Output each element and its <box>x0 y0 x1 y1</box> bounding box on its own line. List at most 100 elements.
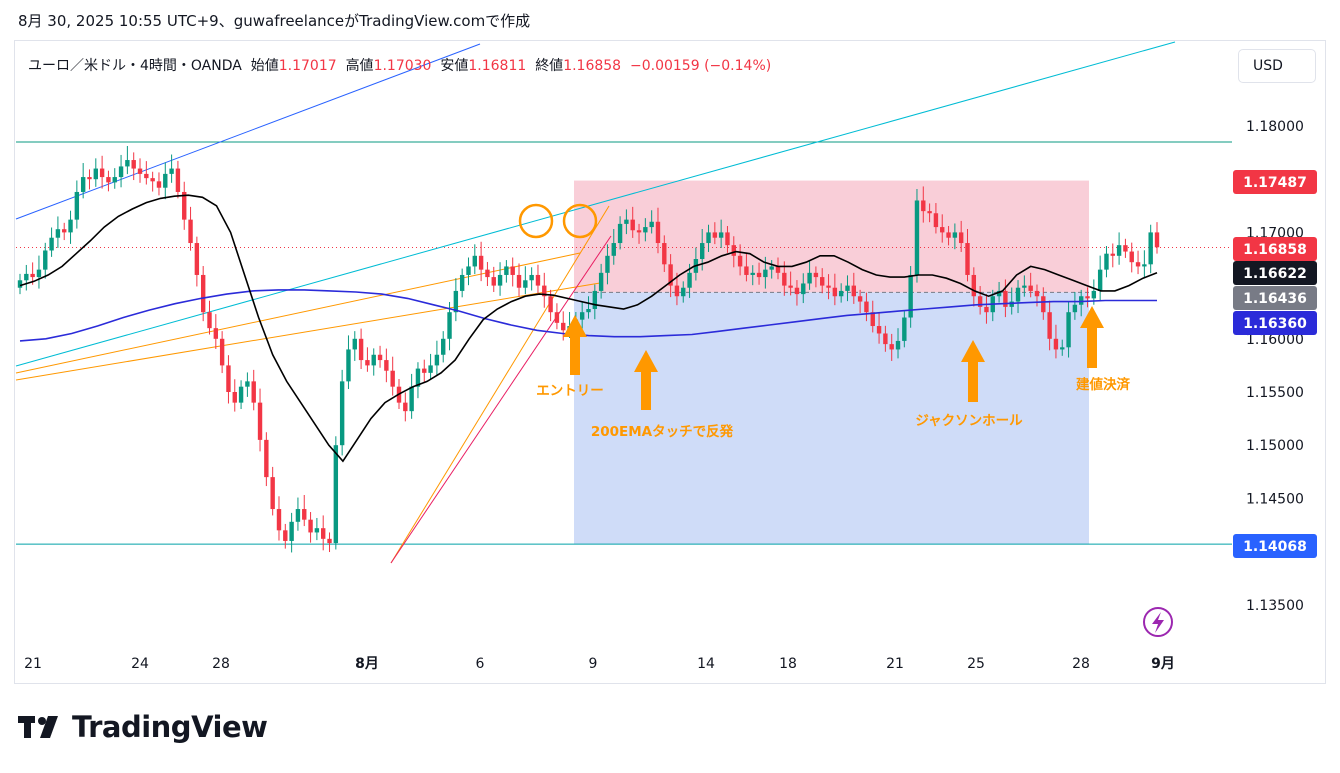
candle-body <box>169 168 174 174</box>
candle-body <box>579 312 585 320</box>
candle-body <box>662 243 667 265</box>
annotation-label: 200EMAタッチで反発 <box>591 423 734 440</box>
annotation-arrow <box>563 315 587 375</box>
tradingview-logo[interactable]: TradingView <box>18 710 268 744</box>
candle-body <box>434 354 440 366</box>
candle-body <box>283 530 288 541</box>
candle-body <box>927 211 932 214</box>
candle-body <box>737 255 743 267</box>
y-tick-label: 1.13500 <box>1246 598 1304 614</box>
candle-body <box>485 269 490 278</box>
candle-body <box>1123 245 1128 252</box>
symbol-label[interactable]: ユーロ／米ドル・4時間・OANDA <box>28 58 242 74</box>
candle-body <box>232 392 237 403</box>
candle-body <box>245 381 250 387</box>
candle-body <box>504 266 509 275</box>
candle-body <box>339 381 345 446</box>
candle-body <box>1104 253 1109 270</box>
annotation-arrow <box>961 340 985 402</box>
candle-body <box>940 227 945 233</box>
candle-body <box>535 274 541 286</box>
candle-body <box>529 274 534 281</box>
candle-body <box>1091 290 1097 299</box>
candle-body <box>150 178 155 182</box>
candle-body <box>24 273 29 281</box>
x-tick-label: 8月 <box>355 656 379 672</box>
candle-body <box>744 266 749 275</box>
candle-body <box>1015 287 1021 302</box>
candle-body <box>478 255 484 270</box>
candle-body <box>674 285 680 297</box>
candle-body <box>276 509 282 531</box>
candle-body <box>238 386 244 403</box>
candle-body <box>908 274 913 318</box>
candle-body <box>845 285 850 291</box>
candle-body <box>921 200 926 212</box>
ema-short-line <box>19 194 1158 463</box>
y-tick-label: 1.16000 <box>1246 332 1304 348</box>
price-label: 1.17487 <box>1243 175 1307 191</box>
x-tick-label: 21 <box>886 656 904 672</box>
candle-body <box>1148 232 1153 265</box>
candle-body <box>352 338 357 350</box>
price-label-box <box>1233 170 1317 194</box>
candle-body <box>295 509 301 522</box>
x-tick-label: 9月 <box>1151 656 1175 672</box>
candle-body <box>182 191 187 220</box>
candle-body <box>207 312 212 329</box>
candle-body <box>820 277 825 286</box>
annotation-label: エントリー <box>536 383 604 399</box>
highlight-circle-2 <box>562 203 598 239</box>
candle-body <box>30 273 35 278</box>
candle-body <box>17 280 23 288</box>
price-label: 1.16622 <box>1243 266 1307 282</box>
currency-button[interactable]: USD <box>1238 49 1316 83</box>
candle-body <box>194 243 200 275</box>
candle-body <box>251 381 256 403</box>
price-label: 1.16360 <box>1243 316 1307 332</box>
candle-body <box>1053 338 1059 350</box>
candle-body <box>706 232 711 244</box>
candle-body <box>188 219 193 244</box>
candle-body <box>87 177 92 180</box>
candle-body <box>794 287 800 295</box>
candle-body <box>946 232 951 238</box>
y-tick-label: 1.15500 <box>1246 385 1304 401</box>
y-tick-label: 1.18000 <box>1246 119 1304 135</box>
candle-body <box>1022 285 1027 288</box>
trend-line-2 <box>15 282 601 381</box>
candle-body <box>718 232 724 238</box>
candle-body <box>1009 301 1014 307</box>
candle-body <box>226 365 231 392</box>
take-profit-zone <box>574 292 1089 545</box>
candle-body <box>377 354 383 361</box>
candle-body <box>668 264 673 286</box>
candle-body <box>441 338 446 355</box>
candle-body <box>1110 253 1115 256</box>
highlight-circle-1 <box>518 203 554 239</box>
candle-body <box>74 191 80 220</box>
candle-body <box>144 173 149 179</box>
candle-body <box>971 274 977 297</box>
candle-body <box>510 266 515 275</box>
candle-body <box>788 285 793 288</box>
candle-body <box>977 296 983 307</box>
candle-body <box>996 290 1002 297</box>
candle-body <box>365 360 370 366</box>
price-label-box <box>1233 311 1317 335</box>
candle-body <box>687 272 692 288</box>
candle-body <box>219 338 225 366</box>
candle-body <box>270 477 275 510</box>
candle-body <box>125 160 130 167</box>
tradingview-logo-text: TradingView <box>72 710 268 744</box>
price-label-box <box>1233 534 1317 558</box>
close-label: 終値 <box>535 58 564 74</box>
candle-body <box>624 219 629 224</box>
open-label: 始値 <box>250 58 279 74</box>
candle-body <box>542 285 547 297</box>
candle-body <box>1034 290 1040 297</box>
price-label: 1.16436 <box>1243 291 1307 307</box>
candle-body <box>327 538 332 544</box>
candle-body <box>523 280 528 288</box>
